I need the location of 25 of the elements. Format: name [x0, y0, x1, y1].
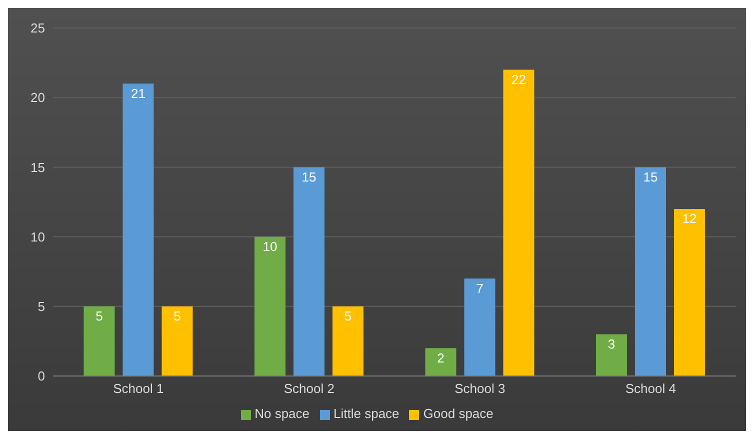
x-tick-label: School 3	[454, 381, 506, 396]
y-tick-label: 10	[30, 229, 45, 244]
x-tick-label: School 1	[113, 381, 164, 396]
legend-label: No space	[254, 406, 310, 421]
data-label: 21	[131, 86, 146, 101]
data-label: 15	[643, 169, 658, 184]
legend-label: Good space	[423, 406, 494, 421]
x-tick-label: School 4	[625, 381, 676, 396]
y-tick-label: 0	[38, 368, 45, 384]
y-tick-label: 5	[38, 299, 45, 314]
y-tick-label: 25	[30, 20, 45, 36]
y-tick-label: 15	[30, 160, 45, 175]
data-label: 5	[344, 308, 352, 324]
data-label: 2	[437, 350, 444, 366]
data-label: 12	[682, 211, 697, 226]
legend-label: Little space	[334, 406, 400, 421]
data-label: 15	[302, 169, 316, 184]
data-label: 7	[476, 280, 484, 296]
data-label: 10	[262, 239, 278, 254]
x-tick-label: School 2	[284, 381, 334, 396]
data-label: 22	[512, 72, 526, 87]
data-label: 3	[608, 336, 616, 352]
data-label: 5	[174, 308, 181, 324]
y-tick-label: 20	[30, 90, 45, 106]
data-label: 5	[96, 308, 103, 324]
